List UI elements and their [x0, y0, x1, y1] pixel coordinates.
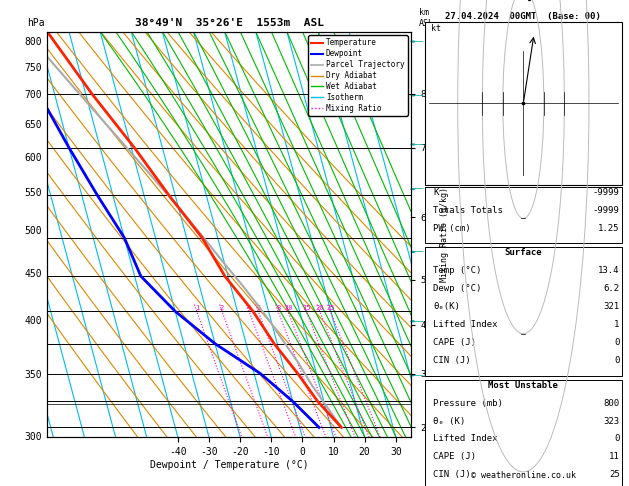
Text: 1: 1 — [195, 305, 199, 312]
Text: 5: 5 — [256, 305, 260, 312]
Text: 27.04.2024  00GMT  (Base: 00): 27.04.2024 00GMT (Base: 00) — [445, 12, 601, 21]
Text: km
ASL: km ASL — [419, 8, 433, 28]
Text: © weatheronline.co.uk: © weatheronline.co.uk — [471, 471, 576, 480]
Text: 600: 600 — [24, 153, 42, 163]
Text: hPa: hPa — [27, 17, 45, 28]
Text: 300: 300 — [24, 433, 42, 442]
Text: CAPE (J): CAPE (J) — [433, 338, 476, 347]
Text: ―: ― — [415, 91, 423, 100]
Text: θₑ (K): θₑ (K) — [433, 417, 465, 426]
Text: Mixing Ratio (g/kg): Mixing Ratio (g/kg) — [440, 187, 448, 282]
Text: 4: 4 — [247, 305, 251, 312]
Text: 6.2: 6.2 — [604, 284, 620, 294]
Text: -9999: -9999 — [593, 188, 620, 197]
Text: ―: ― — [415, 185, 423, 193]
Text: 8: 8 — [276, 305, 281, 312]
Text: kt: kt — [431, 24, 441, 34]
Bar — [425, 247, 621, 376]
Bar — [425, 187, 621, 243]
Text: 11: 11 — [609, 452, 620, 462]
Text: 0: 0 — [615, 434, 620, 444]
Text: 2: 2 — [220, 305, 224, 312]
Legend: Temperature, Dewpoint, Parcel Trajectory, Dry Adiabat, Wet Adiabat, Isotherm, Mi: Temperature, Dewpoint, Parcel Trajectory… — [308, 35, 408, 116]
Text: Surface: Surface — [504, 248, 542, 258]
Text: 550: 550 — [24, 188, 42, 198]
Text: ―: ― — [415, 140, 423, 149]
Text: PW (cm): PW (cm) — [433, 224, 470, 233]
Text: θₑ(K): θₑ(K) — [433, 302, 460, 312]
Text: Dewp (°C): Dewp (°C) — [433, 284, 481, 294]
Text: CIN (J): CIN (J) — [433, 356, 470, 365]
Text: 800: 800 — [24, 36, 42, 47]
Text: LCL: LCL — [428, 60, 443, 69]
Text: Lifted Index: Lifted Index — [433, 320, 498, 330]
Text: ―: ― — [415, 371, 423, 380]
Text: 0: 0 — [615, 338, 620, 347]
Text: CAPE (J): CAPE (J) — [433, 452, 476, 462]
Text: ―: ― — [415, 317, 423, 326]
Text: 650: 650 — [24, 121, 42, 130]
Text: 450: 450 — [24, 269, 42, 279]
Text: 25: 25 — [609, 470, 620, 480]
Bar — [425, 22, 621, 185]
Text: Most Unstable: Most Unstable — [488, 381, 559, 390]
Text: Totals Totals: Totals Totals — [433, 206, 503, 215]
Text: 400: 400 — [24, 316, 42, 326]
Text: 10: 10 — [284, 305, 292, 312]
Text: 25: 25 — [326, 305, 335, 312]
X-axis label: Dewpoint / Temperature (°C): Dewpoint / Temperature (°C) — [150, 460, 309, 470]
Text: 0: 0 — [615, 356, 620, 365]
Text: K: K — [433, 188, 438, 197]
Text: 321: 321 — [604, 302, 620, 312]
Text: ―: ― — [415, 247, 423, 257]
Text: 20: 20 — [316, 305, 324, 312]
Text: -9999: -9999 — [593, 206, 620, 215]
Text: 1: 1 — [615, 320, 620, 330]
Text: 350: 350 — [24, 370, 42, 380]
Text: 323: 323 — [604, 417, 620, 426]
Text: 800: 800 — [604, 399, 620, 408]
Title: 38°49'N  35°26'E  1553m  ASL: 38°49'N 35°26'E 1553m ASL — [135, 18, 324, 28]
Text: 750: 750 — [24, 63, 42, 72]
Bar — [425, 380, 621, 486]
Text: CIN (J): CIN (J) — [433, 470, 470, 480]
Text: 15: 15 — [302, 305, 311, 312]
Text: 500: 500 — [24, 226, 42, 236]
Text: Lifted Index: Lifted Index — [433, 434, 498, 444]
Text: Temp (°C): Temp (°C) — [433, 266, 481, 276]
Text: 1.25: 1.25 — [598, 224, 620, 233]
Text: ―: ― — [415, 37, 423, 46]
Text: 700: 700 — [24, 90, 42, 101]
Text: Pressure (mb): Pressure (mb) — [433, 399, 503, 408]
Text: 13.4: 13.4 — [598, 266, 620, 276]
